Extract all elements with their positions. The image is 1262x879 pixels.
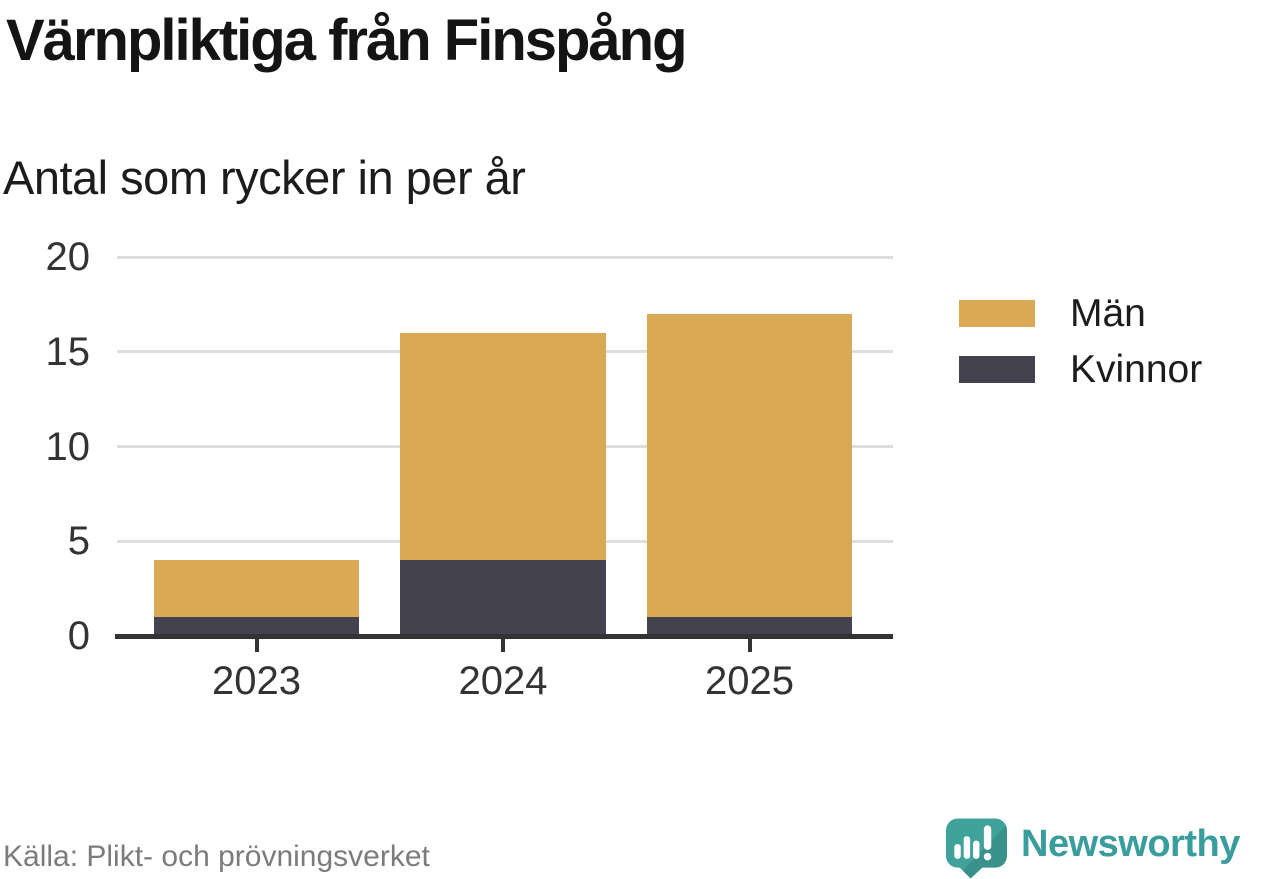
x-axis-tick-mark [501, 639, 505, 652]
gridline [117, 255, 893, 259]
legend-item: Män [959, 291, 1146, 335]
x-axis-line [115, 634, 893, 639]
brand-logo: Newsworthy [946, 818, 1240, 879]
x-axis-tick-label: 2024 [458, 659, 548, 703]
bar-segment-män [646, 313, 853, 618]
y-axis-tick-label: 10 [45, 424, 91, 469]
bar-segment-kvinnor [153, 617, 360, 636]
y-axis-tick-label: 20 [45, 235, 91, 279]
x-axis-tick-label: 2025 [705, 659, 794, 703]
x-axis-tick-label: 2023 [212, 659, 301, 703]
legend-swatch [959, 300, 1035, 327]
legend-item: Kvinnor [959, 347, 1203, 391]
x-axis-tick-mark [254, 639, 259, 652]
newsworthy-icon [946, 818, 1007, 879]
y-axis-tick-label: 15 [45, 329, 91, 374]
y-axis-tick-label: 5 [67, 519, 90, 564]
chart-title: Värnpliktiga från Finspång [6, 8, 688, 73]
bar-segment-män [400, 332, 606, 561]
source-note: Källa: Plikt- och prövningsverket [3, 840, 430, 873]
chart-subtitle: Antal som rycker in per år [3, 151, 526, 204]
bar-segment-kvinnor [400, 560, 606, 636]
x-axis-tick-mark [747, 639, 752, 652]
y-axis-tick-label: 0 [67, 614, 90, 658]
bar-segment-kvinnor [646, 617, 853, 636]
legend-label: Män [1070, 291, 1146, 335]
brand-name: Newsworthy [1021, 823, 1240, 865]
legend-label: Kvinnor [1070, 347, 1203, 391]
legend-swatch [959, 356, 1035, 383]
bar-segment-män [153, 560, 360, 618]
